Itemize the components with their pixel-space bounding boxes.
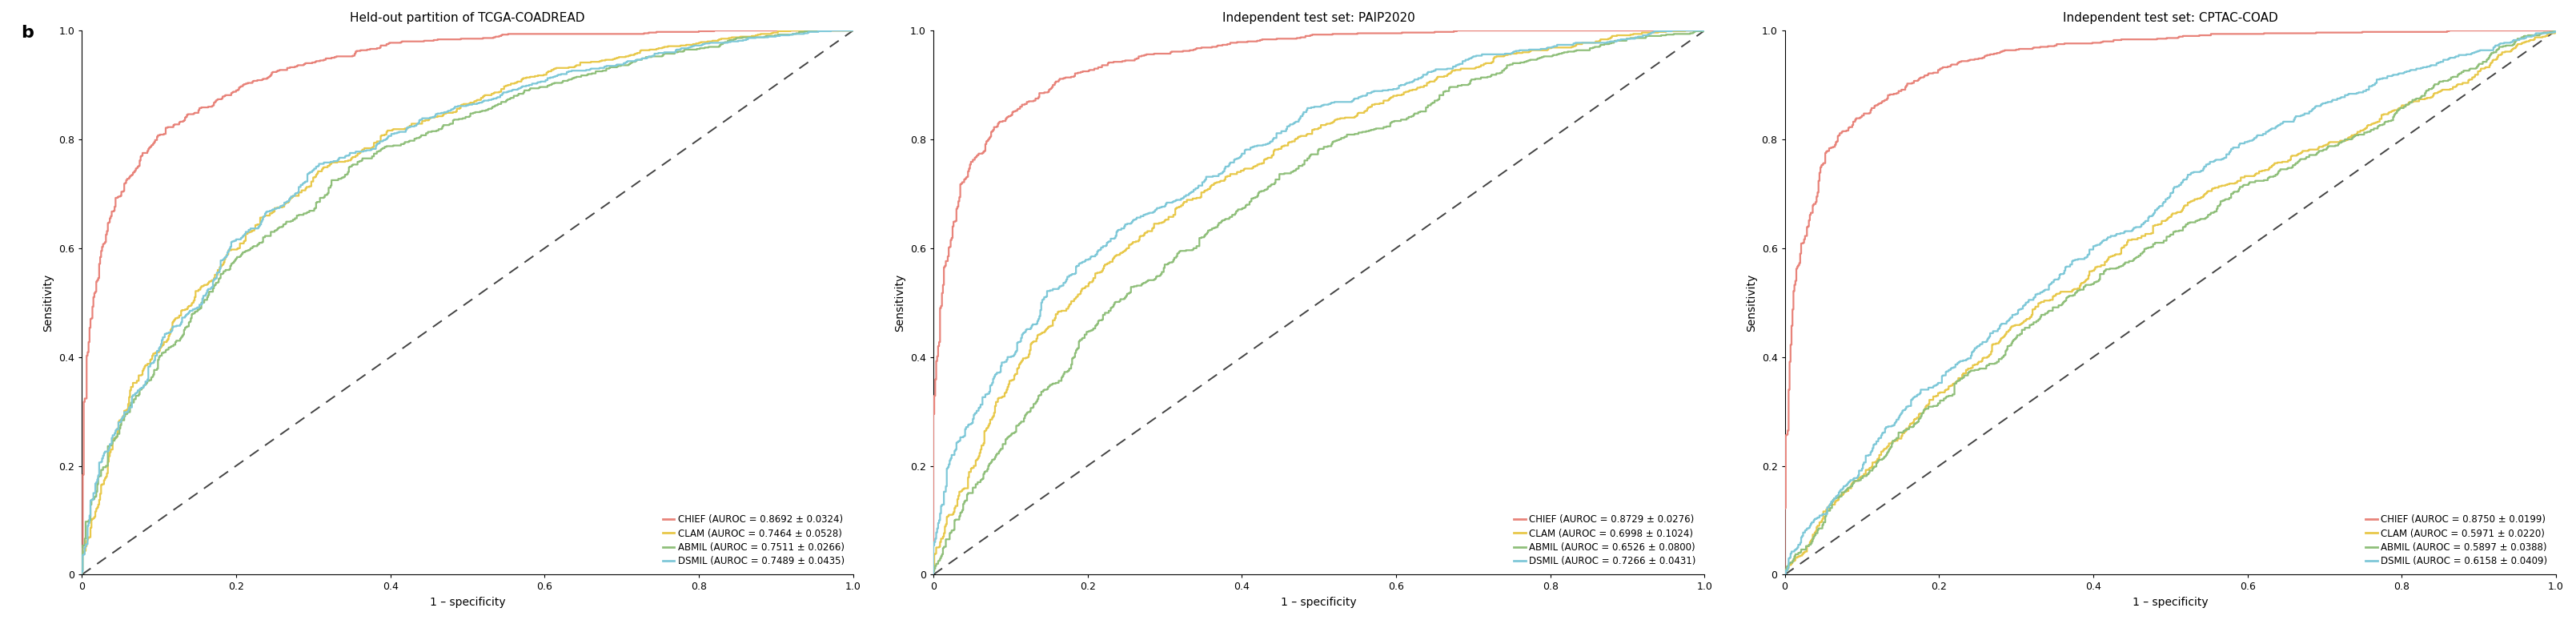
Legend: CHIEF (AUROC = 0.8750 ± 0.0199), CLAM (AUROC = 0.5971 ± 0.0220), ABMIL (AUROC = : CHIEF (AUROC = 0.8750 ± 0.0199), CLAM (A… — [2362, 511, 2550, 570]
Legend: CHIEF (AUROC = 0.8692 ± 0.0324), CLAM (AUROC = 0.7464 ± 0.0528), ABMIL (AUROC = : CHIEF (AUROC = 0.8692 ± 0.0324), CLAM (A… — [659, 511, 848, 570]
Y-axis label: Sensitivity: Sensitivity — [44, 273, 54, 332]
X-axis label: 1 – specificity: 1 – specificity — [1280, 597, 1358, 608]
X-axis label: 1 – specificity: 1 – specificity — [430, 597, 505, 608]
Text: b: b — [21, 25, 33, 41]
Title: Independent test set: PAIP2020: Independent test set: PAIP2020 — [1224, 12, 1414, 24]
X-axis label: 1 – specificity: 1 – specificity — [2133, 597, 2208, 608]
Y-axis label: Sensitivity: Sensitivity — [1747, 273, 1757, 332]
Y-axis label: Sensitivity: Sensitivity — [894, 273, 907, 332]
Title: Held-out partition of TCGA-COADREAD: Held-out partition of TCGA-COADREAD — [350, 12, 585, 24]
Title: Independent test set: CPTAC-COAD: Independent test set: CPTAC-COAD — [2063, 12, 2277, 24]
Legend: CHIEF (AUROC = 0.8729 ± 0.0276), CLAM (AUROC = 0.6998 ± 0.1024), ABMIL (AUROC = : CHIEF (AUROC = 0.8729 ± 0.0276), CLAM (A… — [1510, 511, 1700, 570]
